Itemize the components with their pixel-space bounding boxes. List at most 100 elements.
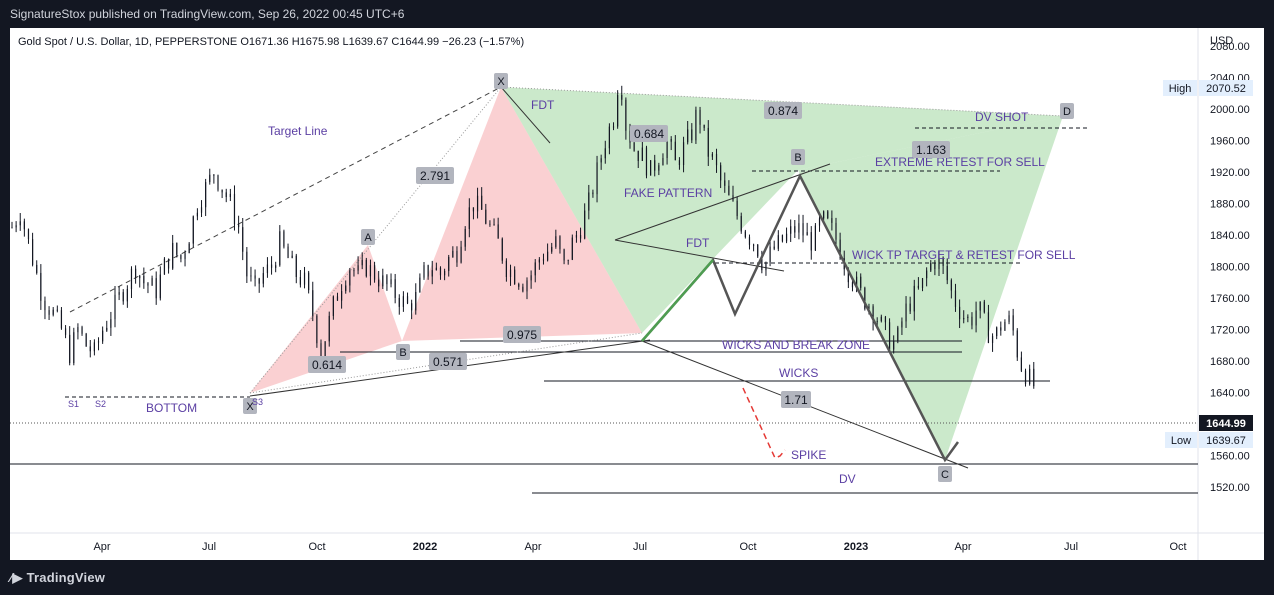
point-box-b1 (396, 344, 410, 360)
time-axis[interactable]: Apr Jul Oct 2022 Apr Jul Oct 2023 Apr Jul Oct (93, 541, 1186, 553)
time-tick-4: Apr (524, 541, 541, 553)
price-tick-6: 1760.00 (1210, 293, 1250, 305)
candle-body (336, 296, 339, 301)
candle-body (238, 224, 240, 228)
candle-body (44, 300, 46, 311)
projection-path-green (641, 259, 714, 342)
low-tag (1165, 432, 1197, 448)
label-fdt-2: FDT (686, 236, 710, 250)
candle-body (934, 262, 936, 270)
candle-body (328, 315, 330, 342)
candle-body (806, 232, 808, 236)
candle-body (856, 276, 858, 288)
currency-label: USD (1210, 35, 1233, 47)
publish-header: SignatureStox published on TradingView.c… (0, 0, 1274, 28)
low-price-badge (1199, 432, 1253, 448)
candle-body (880, 316, 882, 322)
swing-s3: S3 (252, 397, 263, 407)
candle-body (312, 290, 314, 316)
candle-body (291, 255, 293, 258)
candle-body (56, 309, 58, 311)
candle-body (1016, 330, 1018, 358)
candle-body (538, 259, 540, 263)
candle-body (439, 267, 442, 276)
candle-body (876, 321, 878, 323)
candle-body (530, 275, 532, 281)
candle-body (831, 218, 833, 223)
price-tick-11: 1960.00 (1210, 136, 1250, 148)
candle-body (658, 165, 660, 171)
candle-body (493, 224, 495, 226)
price-chart[interactable]: Target Line BOTTOM FDT FAKE PATTERN FDT … (10, 28, 1264, 560)
candle-body (258, 278, 260, 284)
candle-body (448, 256, 450, 272)
point-box-b2 (791, 149, 805, 165)
candle-body (699, 109, 701, 125)
candle-body (345, 285, 347, 292)
candle-body (678, 160, 681, 165)
label-extreme-retest: EXTREME RETEST FOR SELL (875, 155, 1045, 169)
candle-body (11, 227, 13, 229)
candle-body (102, 330, 104, 342)
candle-body (378, 279, 380, 287)
candle-body (991, 336, 994, 343)
ratio-box-0684 (630, 125, 668, 142)
candle-body (456, 250, 458, 263)
candle-body (971, 316, 973, 326)
candle-body (196, 212, 198, 217)
tradingview-logo[interactable]: ⁄▶ TradingView (10, 570, 105, 586)
price-axis[interactable]: 1520.001560.001600.001640.001680.001720.… (1210, 41, 1250, 494)
candle-body (600, 158, 602, 163)
candle-body (200, 207, 203, 213)
candle-body (180, 254, 182, 259)
candle-body (217, 175, 219, 190)
candle-body (308, 272, 310, 291)
candle-body (464, 228, 466, 247)
trendline-flag (614, 239, 785, 272)
candle-body (551, 246, 553, 252)
ratio-box-1163 (912, 141, 950, 158)
candle-body (666, 138, 668, 158)
point-box-x2 (243, 398, 257, 414)
candle-body (497, 224, 499, 239)
candle-body (77, 327, 79, 333)
high-tag-text: High (1169, 83, 1192, 95)
candle-body (905, 303, 907, 322)
point-d: D (1063, 106, 1071, 118)
time-tick-8: Apr (954, 541, 971, 553)
candle-body (946, 265, 948, 281)
ratio-dotted-xd (500, 86, 1064, 117)
candle-body (901, 321, 903, 328)
candle-body (963, 317, 965, 320)
candle-body (921, 278, 924, 288)
candle-body (744, 231, 746, 238)
candle-body (250, 275, 252, 277)
pattern-red-left (250, 245, 402, 393)
low-price-text: 1639.67 (1206, 435, 1246, 447)
candle-body (872, 306, 874, 322)
candle-body (765, 262, 767, 271)
candle-body (85, 333, 87, 347)
candle-body (279, 231, 281, 266)
ratio-box-2791 (416, 167, 454, 184)
candle-body (559, 236, 561, 250)
candle-body (332, 296, 334, 316)
candle-body (534, 262, 536, 276)
candle-body (172, 242, 174, 269)
point-x1: X (497, 76, 505, 88)
candle-body (444, 271, 446, 276)
time-tick-6: Oct (739, 541, 756, 553)
candle-body (369, 265, 372, 277)
candle-body (625, 99, 627, 131)
candle-body (926, 270, 928, 279)
chart-area[interactable]: Target Line BOTTOM FDT FAKE PATTERN FDT … (10, 28, 1264, 560)
candle-body (827, 211, 829, 219)
candle-body (555, 236, 557, 247)
candle-body (790, 226, 792, 234)
candle-body (489, 223, 491, 225)
candle-body (435, 267, 437, 271)
point-a: A (364, 232, 372, 244)
candle-body (884, 316, 887, 323)
candle-body (303, 272, 306, 285)
candle-body (73, 332, 75, 364)
